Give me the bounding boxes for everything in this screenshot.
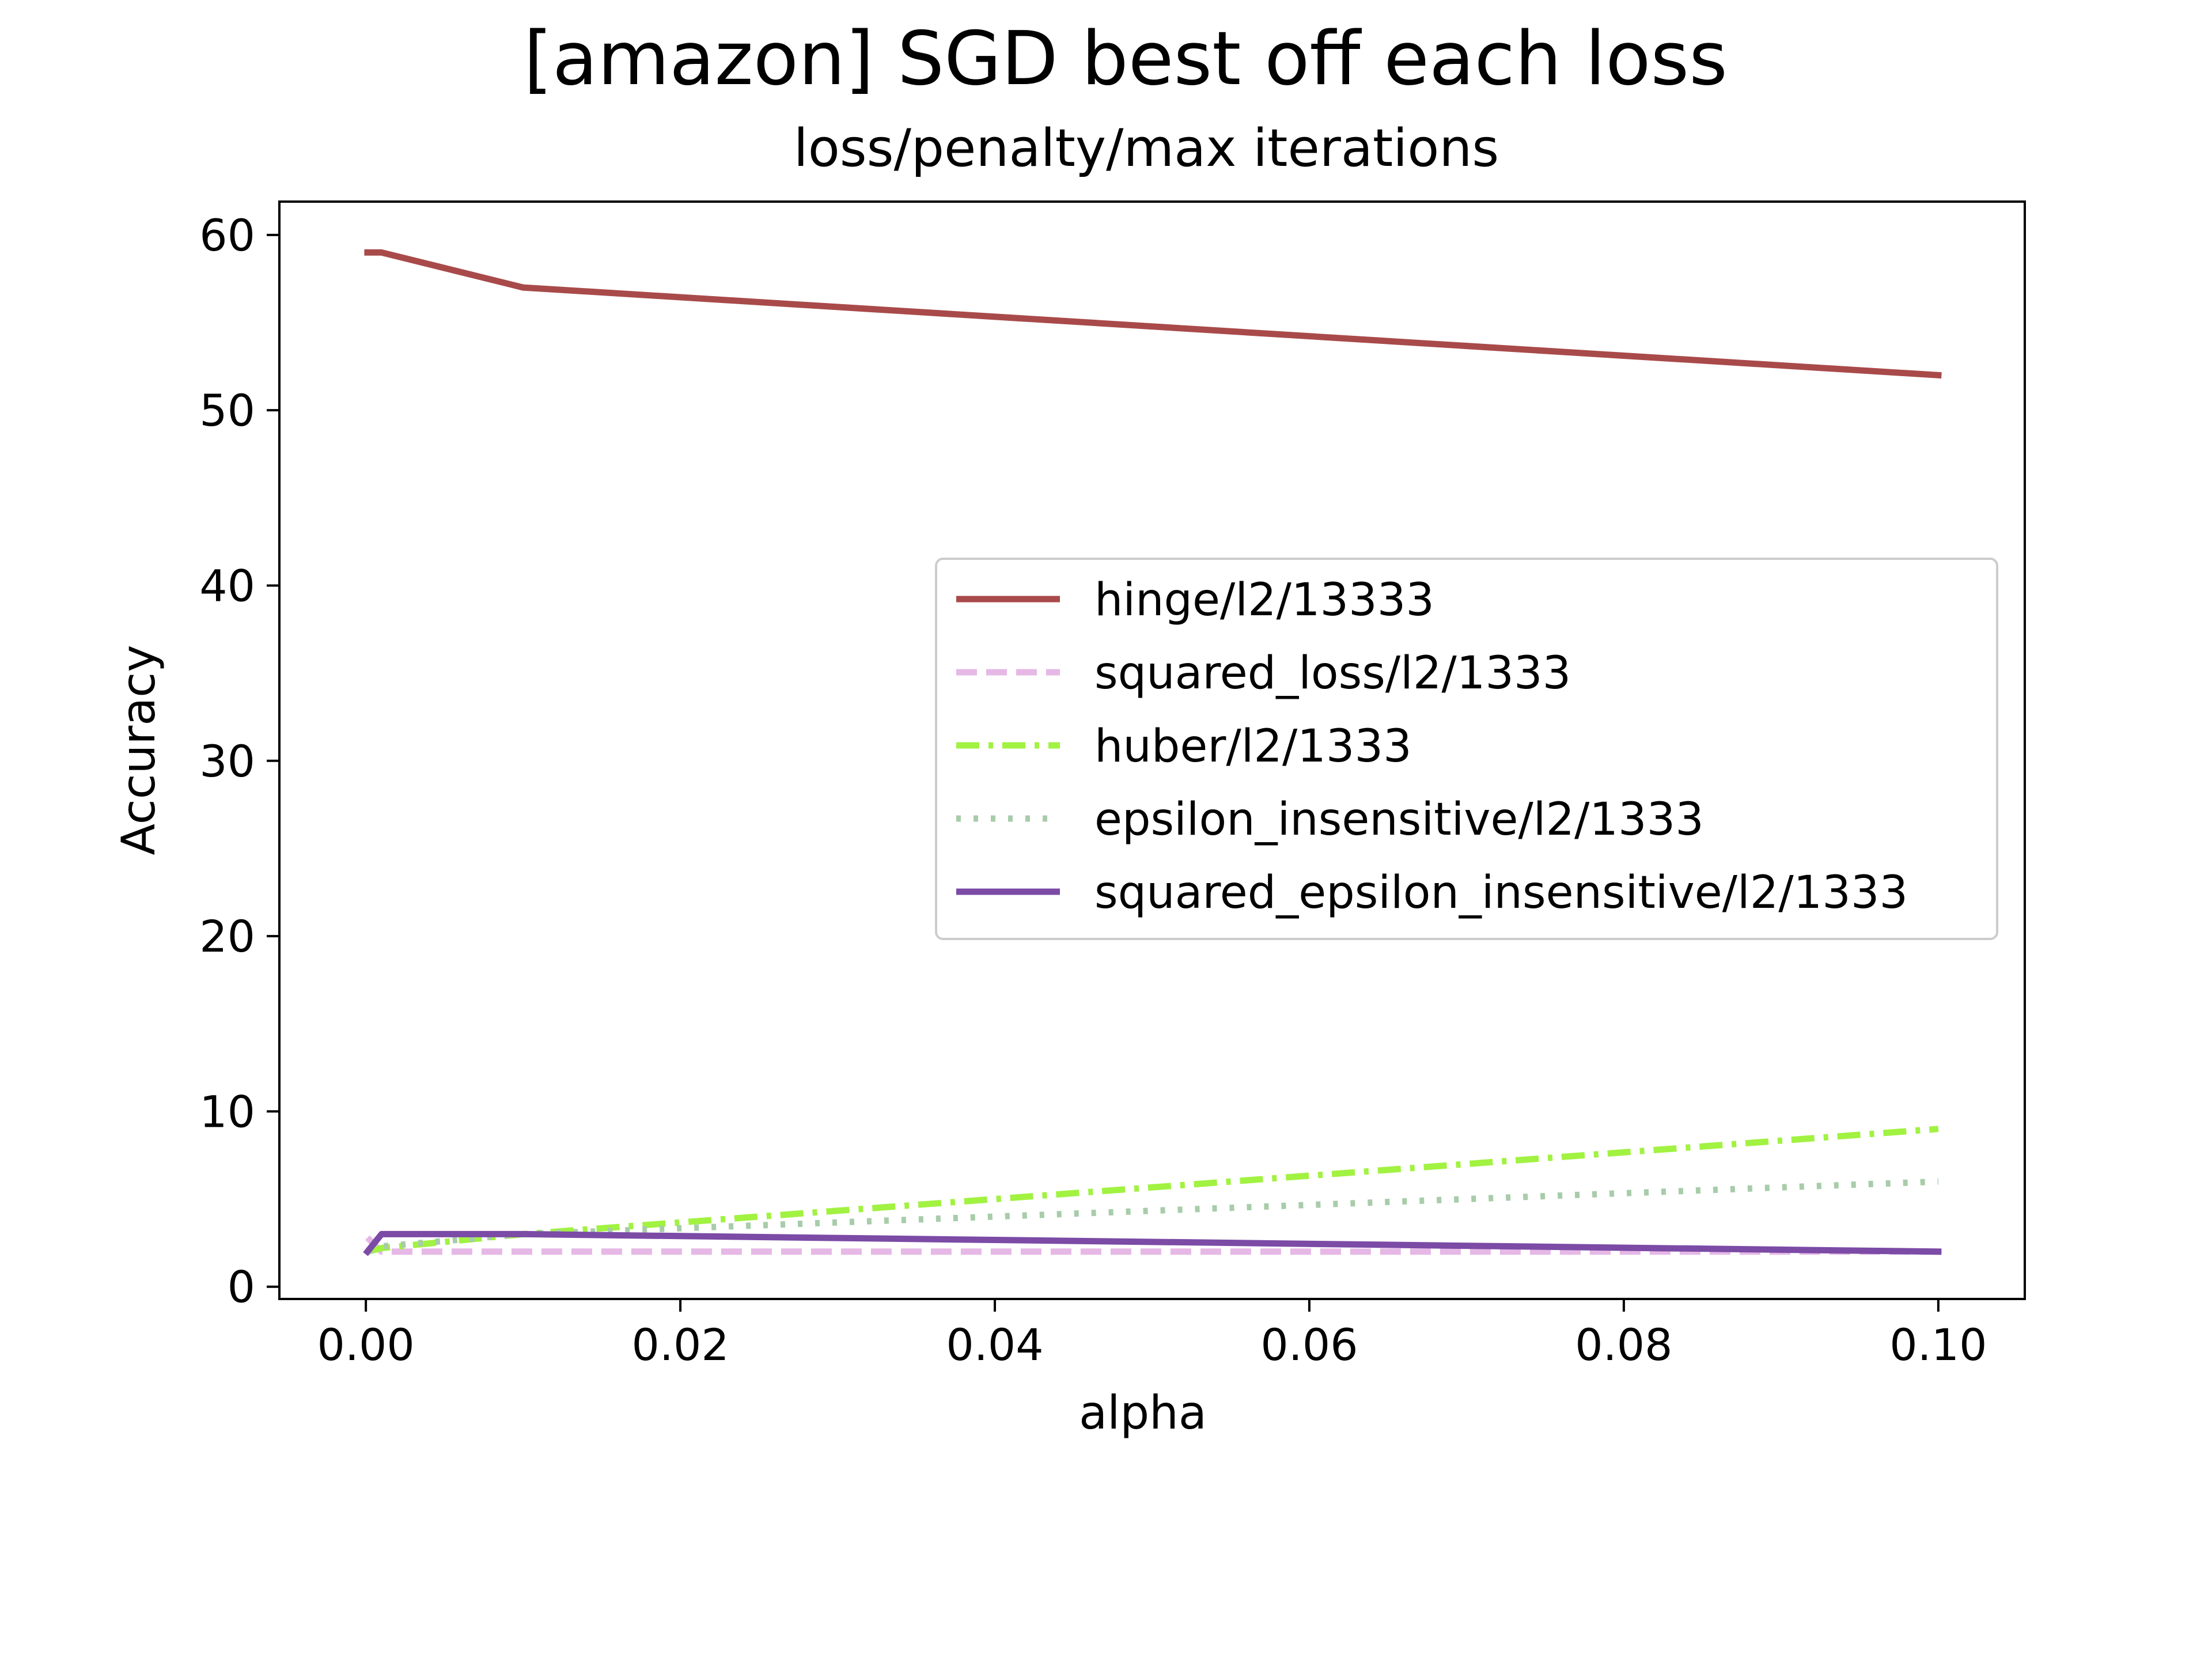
x-tick-label: 0.10: [1889, 1319, 1987, 1370]
y-tick-label: 60: [199, 210, 255, 261]
legend-label-2: squared_loss/l2/1333: [1094, 647, 1571, 699]
series-line-5: [363, 1230, 1942, 1256]
legend-label-4: epsilon_insensitive/l2/1333: [1094, 794, 1704, 846]
legend-box: [935, 558, 1998, 940]
legend: hinge/l2/13333 squared_loss/l2/1333 huber/…: [935, 558, 1998, 940]
x-tick-label: 0.04: [946, 1319, 1043, 1370]
chart-title: [amazon] SGD best off each loss: [524, 16, 1728, 102]
x-tick-label: 0.00: [317, 1319, 415, 1370]
series-line-1: [364, 249, 1942, 379]
x-tick-label: 0.02: [631, 1319, 729, 1370]
series-line-3: [366, 1126, 1939, 1255]
legend-label-1: hinge/l2/13333: [1094, 574, 1434, 626]
legend-label-5: squared_epsilon_insensitive/l2/1333: [1094, 867, 1908, 919]
y-tick-label: 20: [199, 911, 255, 962]
x-tick-label: 0.06: [1260, 1319, 1358, 1370]
legend-label-3: huber/l2/1333: [1094, 721, 1412, 772]
x-tick-label: 0.08: [1575, 1319, 1672, 1370]
chart-subtitle: loss/penalty/max iterations: [794, 118, 1499, 179]
y-axis-label: Accuracy: [112, 645, 165, 855]
y-tick-label: 0: [228, 1262, 255, 1313]
y-tick-label: 40: [199, 560, 255, 611]
y-tick-label: 50: [199, 385, 255, 436]
plot-area-frame: [278, 200, 2026, 1300]
y-tick-label: 10: [199, 1086, 255, 1137]
ticks-layer: 0.00 0.02 0.04 0.06 0.08 0.10 0 10 20 30 40 50 60: [199, 210, 1987, 1370]
x-axis-label: alpha: [1079, 1386, 1207, 1440]
series-layer: [363, 249, 1942, 1256]
y-tick-label: 30: [199, 736, 255, 787]
series-line-4: [366, 1178, 1939, 1255]
